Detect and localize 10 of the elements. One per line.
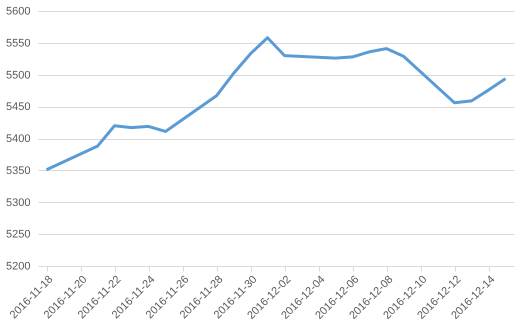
y-tick-label: 5350: [6, 164, 30, 177]
y-tick-label: 5250: [6, 228, 30, 241]
y-tick-label: 5500: [6, 69, 30, 82]
y-tick-label: 5600: [6, 6, 30, 18]
y-tick-label: 5200: [6, 260, 30, 272]
y-tick-label: 5450: [6, 101, 30, 114]
y-tick-label: 5550: [6, 37, 30, 50]
y-tick-label: 5400: [6, 133, 30, 145]
line-series: [45, 36, 507, 172]
y-tick-label: 5300: [6, 196, 30, 209]
